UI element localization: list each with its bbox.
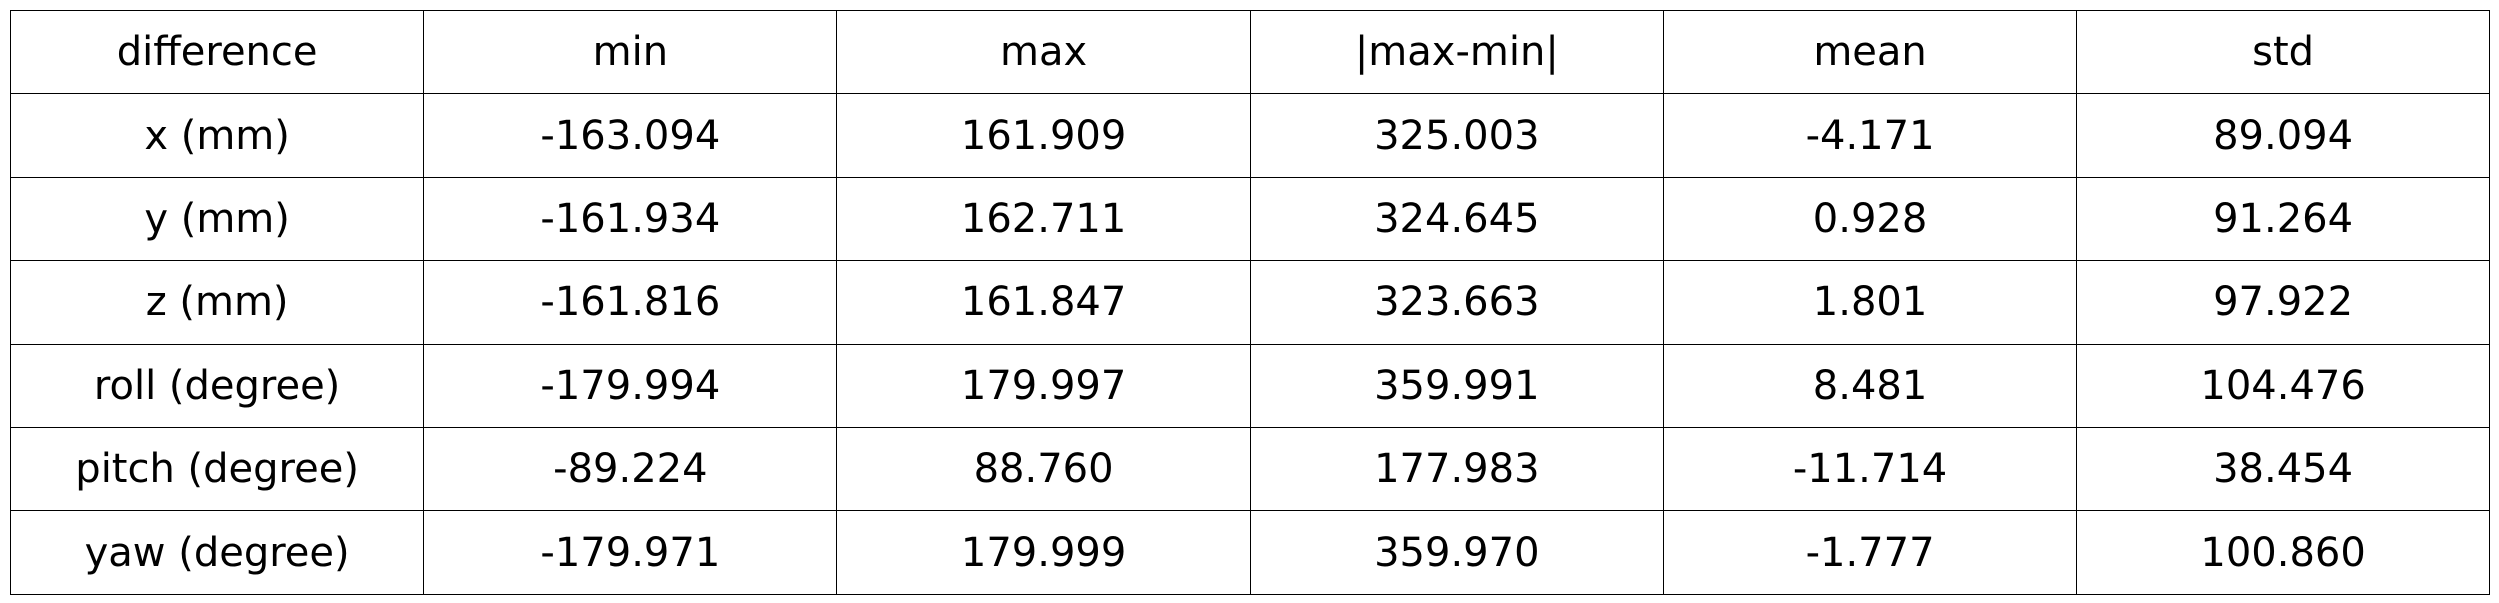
table-cell: 162.711 — [836, 176, 1251, 262]
table-cell: 89.094 — [2076, 93, 2490, 178]
table-cell: -179.971 — [423, 510, 838, 595]
column-header: max — [836, 9, 1251, 95]
table-cell: 323.663 — [1249, 260, 1664, 345]
table-cell: 97.922 — [2076, 260, 2490, 345]
table-cell: -4.171 — [1662, 93, 2078, 178]
table-cell: 179.997 — [836, 343, 1251, 428]
table-cell: 91.264 — [2076, 176, 2490, 262]
table-cell: -161.816 — [423, 260, 838, 345]
table-cell: 38.454 — [2076, 426, 2490, 512]
table-row: pitch (degree) -89.224 88.760 177.983 -11.71… — [9, 426, 2490, 512]
table-cell: 359.970 — [1249, 510, 1664, 595]
column-header: mean — [1662, 9, 2078, 95]
table-cell: 1.801 — [1662, 260, 2078, 345]
table-cell: 100.860 — [2076, 510, 2490, 595]
table-cell: 325.003 — [1249, 93, 1664, 178]
table-cell: -161.934 — [423, 176, 838, 262]
row-label-cell: z (mm) — [9, 260, 425, 345]
table-cell: 88.760 — [836, 426, 1251, 512]
column-header: |max-min| — [1249, 9, 1664, 95]
table-row: x (mm) -163.094 161.909 325.003 -4.171 89.094 — [9, 93, 2490, 178]
table-header-row: difference min max |max-min| mean std — [9, 9, 2490, 95]
table-cell: 161.847 — [836, 260, 1251, 345]
row-label-cell: pitch (degree) — [9, 426, 425, 512]
column-header: difference — [9, 9, 425, 95]
table-cell: -163.094 — [423, 93, 838, 178]
table-row: yaw (degree) -179.971 179.999 359.970 -1.777… — [9, 510, 2490, 595]
table-cell: 179.999 — [836, 510, 1251, 595]
table-cell: -179.994 — [423, 343, 838, 428]
table-cell: -89.224 — [423, 426, 838, 512]
row-label-cell: roll (degree) — [9, 343, 425, 428]
table-row: z (mm) -161.816 161.847 323.663 1.801 97.922 — [9, 260, 2490, 345]
statistics-table: difference min max |max-min| mean std x (mm) -… — [9, 9, 2490, 595]
row-label-cell: yaw (degree) — [9, 510, 425, 595]
column-header: std — [2076, 9, 2490, 95]
row-label-cell: x (mm) — [9, 93, 425, 178]
row-label-cell: y (mm) — [9, 176, 425, 262]
table-cell: -1.777 — [1662, 510, 2078, 595]
table-cell: 177.983 — [1249, 426, 1664, 512]
table-cell: -11.714 — [1662, 426, 2078, 512]
table-row: roll (degree) -179.994 179.997 359.991 8.481… — [9, 343, 2490, 428]
table-cell: 324.645 — [1249, 176, 1664, 262]
table-row: y (mm) -161.934 162.711 324.645 0.928 91.264 — [9, 176, 2490, 262]
table-cell: 104.476 — [2076, 343, 2490, 428]
table-cell: 359.991 — [1249, 343, 1664, 428]
table-cell: 0.928 — [1662, 176, 2078, 262]
table-cell: 161.909 — [836, 93, 1251, 178]
table-cell: 8.481 — [1662, 343, 2078, 428]
column-header: min — [423, 9, 838, 95]
table-body: x (mm) -163.094 161.909 325.003 -4.171 89.094… — [9, 93, 2490, 595]
